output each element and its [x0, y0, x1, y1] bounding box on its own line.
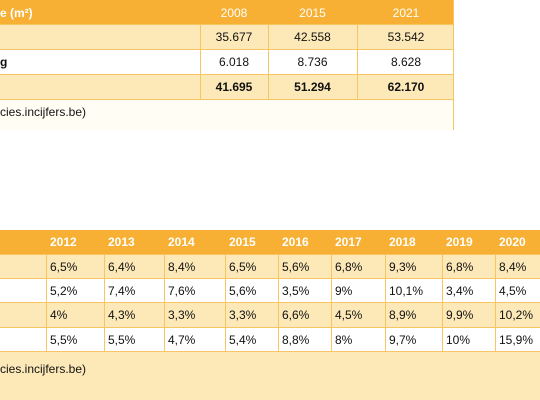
table-cell: 8% — [335, 332, 353, 347]
table-cell: 35.677 — [215, 30, 253, 44]
table-cell: 4% — [50, 308, 68, 322]
table-cell: 62.170 — [387, 80, 425, 94]
header-year: 2012 — [50, 235, 77, 249]
table-cell: 8,8% — [282, 332, 310, 347]
source-note: cies.incijfers.be) — [0, 105, 87, 119]
table-cell: 4,7% — [168, 332, 196, 347]
table-cell: 5,4% — [229, 332, 257, 347]
table-row: 4% 4,3% 3,3% 3,3% 6,6% 4,5% 8,9% 9,9% 10,2% — [0, 303, 540, 327]
divider — [200, 25, 201, 100]
table-header-row: 2012 2013 2014 2015 2016 2017 2018 2019 2020 — [0, 230, 540, 254]
table-cell: 51.294 — [294, 80, 331, 94]
row-label — [0, 75, 200, 99]
table-cell: 5,6% — [282, 259, 310, 274]
table-cell: 6,8% — [446, 259, 474, 274]
header-year: 2018 — [389, 235, 416, 249]
divider — [442, 255, 443, 351]
divider — [0, 24, 453, 25]
table-row: 35.677 42.558 53.542 — [0, 25, 453, 49]
table-cell: 5,5% — [108, 332, 136, 347]
header-year: 2019 — [446, 235, 473, 249]
percentage-table: 2012 2013 2014 2015 2016 2017 2018 2019 2020 6,5… — [0, 230, 540, 400]
divider — [0, 49, 453, 50]
table-cell: 4,3% — [108, 308, 136, 322]
divider — [357, 25, 358, 100]
table-cell: 53.542 — [387, 30, 425, 44]
row-label: g — [0, 55, 8, 69]
divider — [495, 255, 496, 351]
table-cell: 3,4% — [446, 283, 474, 298]
source-row — [0, 352, 540, 400]
table-cell: 9,3% — [389, 259, 417, 274]
table-cell: 8,4% — [499, 259, 527, 274]
header-year: 2020 — [499, 235, 526, 249]
table-cell: 42.558 — [294, 30, 331, 44]
divider — [278, 255, 279, 351]
table-cell: 8.628 — [390, 55, 422, 69]
table-cell: 9,7% — [389, 332, 417, 347]
table-cell: 10% — [446, 332, 471, 347]
header-year: 2021 — [392, 5, 420, 20]
divider — [164, 255, 165, 351]
table-cell: 5,2% — [50, 283, 78, 298]
table-header-row: e (m²) 2008 2015 2021 — [0, 0, 453, 25]
divider — [268, 25, 269, 100]
table-cell: 6.018 — [218, 55, 250, 69]
header-year: 2017 — [335, 235, 362, 249]
table-cell: 6,4% — [108, 259, 136, 274]
table-cell: 10,2% — [499, 308, 534, 322]
header-year: 2014 — [168, 235, 195, 249]
table-cell: 8,4% — [168, 259, 196, 274]
table-cell: 8.736 — [297, 55, 328, 69]
table-cell: 3,5% — [282, 283, 310, 298]
header-year: 2015 — [299, 5, 326, 20]
divider — [0, 302, 540, 303]
surface-table: e (m²) 2008 2015 2021 35.677 42.558 53.5… — [0, 0, 454, 130]
row-label — [0, 25, 200, 49]
table-cell: 6,5% — [50, 259, 78, 274]
divider — [0, 99, 453, 100]
table-cell: 8,9% — [389, 308, 417, 322]
table-cell: 6,5% — [229, 259, 257, 274]
table-cell: 6,6% — [282, 308, 310, 322]
table-cell: 7,4% — [108, 283, 136, 298]
table-cell: 6,8% — [335, 259, 363, 274]
table-total-row: 41.695 51.294 62.170 — [0, 75, 453, 99]
divider — [0, 74, 453, 75]
divider — [0, 278, 540, 279]
source-row — [0, 100, 453, 130]
table-cell: 9,9% — [446, 308, 474, 322]
divider — [0, 351, 540, 352]
table-cell: 4,5% — [335, 308, 363, 322]
table-cell: 4,5% — [499, 283, 527, 298]
source-note: cies.incijfers.be) — [0, 362, 87, 376]
table-cell: 5,6% — [229, 283, 257, 298]
header-year: 2013 — [108, 235, 135, 249]
header-year: 2015 — [229, 235, 256, 249]
header-year: 2008 — [220, 5, 248, 20]
divider — [0, 327, 540, 328]
table-row: 6,5% 6,4% 8,4% 6,5% 5,6% 6,8% 9,3% 6,8% 8,4% — [0, 255, 540, 278]
divider — [331, 255, 332, 351]
table-cell: 5,5% — [50, 332, 78, 347]
table-row: 5,5% 5,5% 4,7% 5,4% 8,8% 8% 9,7% 10% 15,9% — [0, 328, 540, 351]
header-year: 2016 — [282, 235, 309, 249]
divider — [0, 254, 540, 255]
divider — [385, 255, 386, 351]
divider — [104, 255, 105, 351]
table-cell: 15,9% — [499, 332, 534, 347]
table-cell: 41.695 — [215, 80, 253, 94]
table-cell: 7,6% — [168, 283, 196, 298]
divider — [46, 255, 47, 351]
divider — [225, 255, 226, 351]
table-row: g 6.018 8.736 8.628 — [0, 50, 453, 74]
table-cell: 9% — [335, 283, 353, 298]
table-cell: 3,3% — [229, 308, 257, 322]
table-cell: 3,3% — [168, 308, 196, 322]
header-label: e (m²) — [0, 5, 33, 20]
table-cell: 10,1% — [389, 283, 424, 298]
table-row: 5,2% 7,4% 7,6% 5,6% 3,5% 9% 10,1% 3,4% 4,5% — [0, 279, 540, 302]
